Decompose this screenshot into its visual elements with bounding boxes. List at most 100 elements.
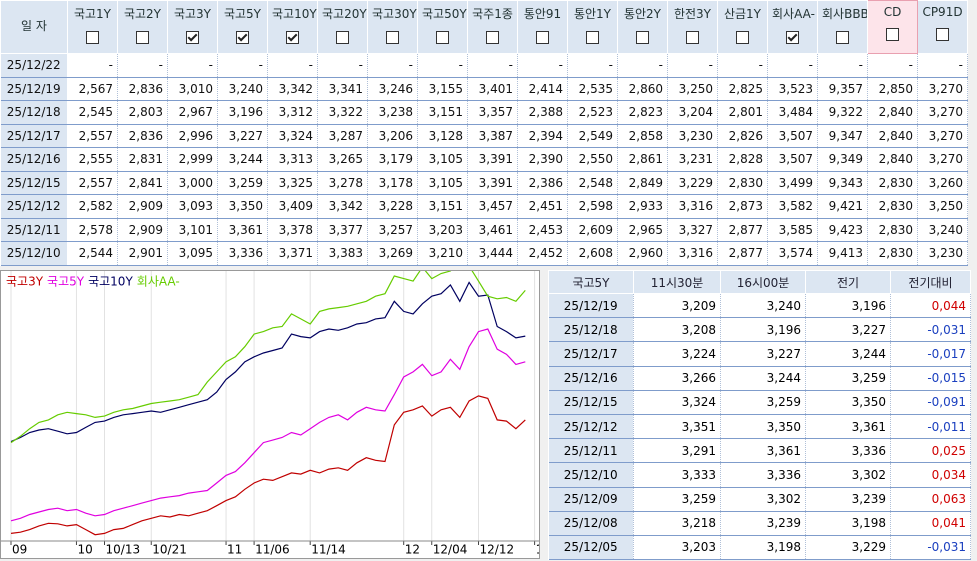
x-tick-label: 10/13 (106, 543, 141, 557)
value-cell: 2,836 (118, 124, 168, 148)
value-cell: 3,198 (721, 535, 806, 559)
value-cell: 2,909 (118, 195, 168, 219)
value-cell: 2,850 (868, 77, 918, 101)
value-cell: 3,259 (218, 171, 268, 195)
value-cell: 3,377 (318, 218, 368, 242)
checkbox[interactable] (536, 31, 549, 44)
x-tick-label: 10/21 (152, 543, 187, 557)
value-cell: 9,413 (818, 242, 868, 266)
value-cell: 2,549 (568, 124, 618, 148)
header-label: 회사AA- (772, 7, 815, 21)
checkbox[interactable] (836, 31, 849, 44)
value-cell: 3,240 (721, 294, 806, 318)
value-cell: 2,803 (118, 101, 168, 125)
value-cell: 2,557 (68, 171, 118, 195)
date-cell: 25/12/18 (549, 318, 634, 342)
value-cell: 3,357 (468, 101, 518, 125)
value-cell: 3,227 (721, 342, 806, 366)
value-cell: - (168, 54, 218, 78)
value-cell: 3,378 (268, 218, 318, 242)
value-cell: 2,578 (68, 218, 118, 242)
value-cell: 3,244 (218, 148, 268, 172)
checkbox[interactable] (486, 31, 499, 44)
checkbox[interactable] (286, 31, 299, 44)
value-cell: 2,933 (618, 195, 668, 219)
value-cell: 3,302 (806, 463, 891, 487)
value-cell: 3,218 (634, 511, 721, 535)
value-cell: 3,239 (721, 511, 806, 535)
value-cell: 2,608 (568, 242, 618, 266)
value-cell: 3,350 (218, 195, 268, 219)
value-cell: 3,239 (806, 487, 891, 511)
value-cell: 2,860 (618, 77, 668, 101)
value-cell: 3,324 (268, 124, 318, 148)
checkbox[interactable] (886, 28, 899, 41)
value-cell: - (868, 54, 918, 78)
value-cell: 3,179 (368, 148, 418, 172)
checkbox[interactable] (336, 31, 349, 44)
value-cell: - (268, 54, 318, 78)
value-cell: 0,041 (891, 511, 971, 535)
checkbox[interactable] (236, 31, 249, 44)
legend-label: 국고5Y (47, 275, 85, 289)
value-cell: 3,270 (918, 124, 968, 148)
value-cell: 2,877 (718, 242, 768, 266)
value-cell: 3,342 (268, 77, 318, 101)
value-cell: 3,409 (268, 195, 318, 219)
detail-table: 국고5Y11시30분16시00분전기전기대비25/12/193,2093,240… (548, 270, 971, 560)
value-cell: 9,421 (818, 195, 868, 219)
value-cell: - (418, 54, 468, 78)
value-cell: - (68, 54, 118, 78)
x-tick-label: 1 (536, 543, 539, 557)
value-cell: 3,499 (768, 171, 818, 195)
value-cell: 3,333 (634, 463, 721, 487)
value-cell: 3,259 (721, 390, 806, 414)
chart: 국고3Y국고5Y국고10Y회사AA-091010/1310/211111/061… (1, 271, 539, 558)
value-cell: 3,350 (806, 390, 891, 414)
value-cell: 3,582 (768, 195, 818, 219)
header-cell: 국고5Y (549, 271, 634, 294)
value-cell: 3,128 (418, 124, 468, 148)
checkbox[interactable] (636, 31, 649, 44)
value-cell: 9,423 (818, 218, 868, 242)
checkbox[interactable] (686, 31, 699, 44)
value-cell: 3,361 (218, 218, 268, 242)
value-cell: - (518, 54, 568, 78)
value-cell: 2,830 (868, 218, 918, 242)
checkbox[interactable] (736, 31, 749, 44)
row: 25/12/103,3333,3363,3020,034 (549, 463, 971, 487)
checkbox[interactable] (386, 31, 399, 44)
header-label: 국고5Y (224, 7, 261, 21)
checkbox[interactable] (936, 28, 949, 41)
checkbox[interactable] (136, 31, 149, 44)
value-cell: 2,841 (118, 171, 168, 195)
checkbox[interactable] (786, 31, 799, 44)
row: 25/12/123,3513,3503,361-0,011 (549, 414, 971, 438)
header-label: 국고30Y (372, 7, 417, 21)
value-cell: 3,265 (318, 148, 368, 172)
value-cell: 2,548 (568, 171, 618, 195)
value-cell: 3,198 (806, 511, 891, 535)
value-cell: 3,316 (668, 195, 718, 219)
value-cell: 3,259 (634, 487, 721, 511)
header-label: 국주1종 (472, 7, 513, 21)
checkbox[interactable] (586, 31, 599, 44)
value-cell: 3,270 (918, 77, 968, 101)
checkbox[interactable] (436, 31, 449, 44)
value-cell: 2,831 (118, 148, 168, 172)
checkbox[interactable] (86, 31, 99, 44)
header-cell: 국고3Y (168, 1, 218, 54)
checkbox[interactable] (186, 31, 199, 44)
value-cell: 3,574 (768, 242, 818, 266)
date-cell: 25/12/12 (549, 414, 634, 438)
value-cell: 2,830 (868, 242, 918, 266)
value-cell: 3,341 (318, 77, 368, 101)
row: 25/12/112,5782,9093,1013,3613,3783,3773,… (1, 218, 968, 242)
value-cell: 0,044 (891, 294, 971, 318)
value-cell: 3,270 (918, 148, 968, 172)
value-cell: 2,567 (68, 77, 118, 101)
value-cell: - (718, 54, 768, 78)
value-cell: 2,451 (518, 195, 568, 219)
value-cell: 3,210 (418, 242, 468, 266)
date-cell: 25/12/19 (1, 77, 68, 101)
